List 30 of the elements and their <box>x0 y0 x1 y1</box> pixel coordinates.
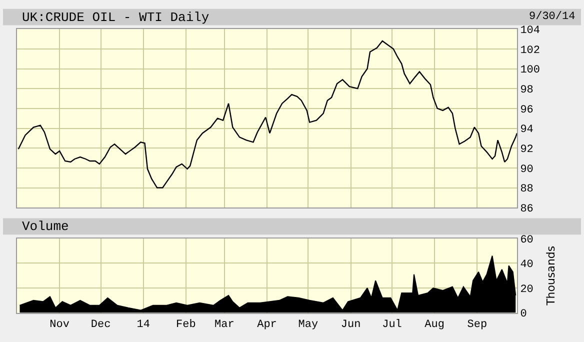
text: 9/30/14 <box>529 11 576 23</box>
chart-title: Volume <box>22 219 69 234</box>
y-tick-label: 100 <box>520 64 540 77</box>
y-tick-label: 86 <box>520 203 534 216</box>
y-axis-title: Thousands <box>544 246 558 306</box>
x-tick-label: Sep <box>467 318 488 331</box>
x-tick-label: Aug <box>424 318 444 331</box>
y-tick-label: 88 <box>520 184 534 196</box>
x-tick-label: Apr <box>257 318 277 331</box>
x-tick-label: Nov <box>50 318 70 331</box>
x-tick-label: May <box>298 318 319 331</box>
x-tick-label: Jun <box>340 318 361 331</box>
line-series <box>18 40 517 188</box>
y-tick-label: 60 <box>520 234 534 246</box>
y-tick-label: 102 <box>520 44 540 57</box>
y-tick-label: 96 <box>520 104 534 116</box>
x-tick-label: 14 <box>136 318 150 331</box>
x-tick-label: Jul <box>382 318 402 331</box>
y-tick-label: 98 <box>520 84 534 96</box>
y-tick-label: 90 <box>520 164 534 176</box>
y-tick-label: 40 <box>520 259 534 272</box>
y-tick-label: 94 <box>520 124 534 136</box>
chart-title: UK:CRUDE OIL - WTI Daily <box>22 10 210 25</box>
y-tick-label: 0 <box>520 308 527 321</box>
y-tick-label: 104 <box>520 24 540 37</box>
x-tick-label: Feb <box>176 318 196 331</box>
y-tick-label: 92 <box>520 144 534 156</box>
x-tick-label: Dec <box>90 318 111 331</box>
x-tick-label: Mar <box>214 318 234 331</box>
y-tick-label: 20 <box>520 284 534 296</box>
